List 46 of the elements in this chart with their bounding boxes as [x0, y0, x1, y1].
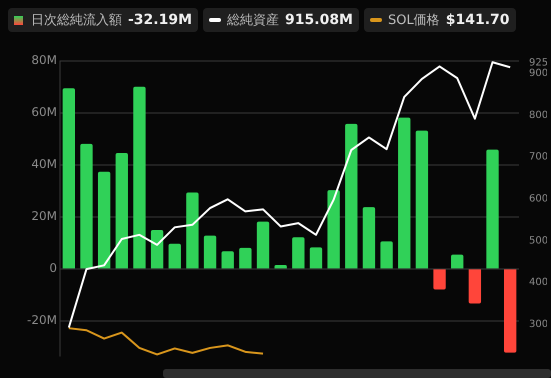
bar [310, 247, 322, 268]
bar [80, 144, 93, 268]
legend-label: 日次総純流入額 [31, 12, 122, 29]
legend-label: SOL価格 [388, 12, 440, 29]
bar [486, 150, 499, 268]
y2-tick-label: 925 [529, 58, 548, 69]
bar [133, 86, 146, 268]
bar [239, 248, 252, 268]
bar [150, 230, 164, 268]
y-tick-label: -20M [27, 313, 57, 328]
bar [116, 153, 128, 268]
y2-tick-label: 800 [529, 110, 548, 121]
y2-tick-label: 500 [529, 235, 548, 246]
bar [222, 251, 234, 268]
text: 915.08M [285, 12, 353, 28]
y2-tick-label: 300 [529, 318, 548, 330]
legend-label: 総純資産 [227, 12, 280, 29]
y2-tick-label: 900 [529, 68, 548, 80]
bar [168, 244, 181, 268]
y-tick-label: 20M [31, 209, 57, 224]
bar [98, 172, 110, 268]
text: -32.19M [128, 12, 192, 28]
bar [416, 130, 428, 268]
bar [362, 207, 376, 268]
y2-tick-label: 600 [529, 193, 548, 204]
bar [256, 222, 270, 268]
bar [468, 269, 482, 304]
bar [398, 118, 410, 268]
bar [292, 237, 305, 268]
y-tick-label: 60M [31, 105, 57, 120]
bar [345, 124, 358, 268]
text: $141.70 [446, 12, 510, 28]
y-tick-label: 40M [31, 157, 57, 172]
y-tick-label: 80M [31, 53, 57, 68]
bar [327, 190, 340, 268]
bar [433, 269, 446, 290]
bar [204, 236, 216, 268]
y-tick-label: 0 [49, 261, 57, 276]
bar [62, 88, 76, 268]
bar [274, 265, 287, 268]
y2-tick-label: 700 [529, 152, 548, 163]
bar [380, 241, 393, 268]
bar [451, 254, 464, 268]
y2-tick-label: 400 [529, 277, 548, 288]
bar [504, 269, 516, 353]
bar [186, 192, 199, 268]
